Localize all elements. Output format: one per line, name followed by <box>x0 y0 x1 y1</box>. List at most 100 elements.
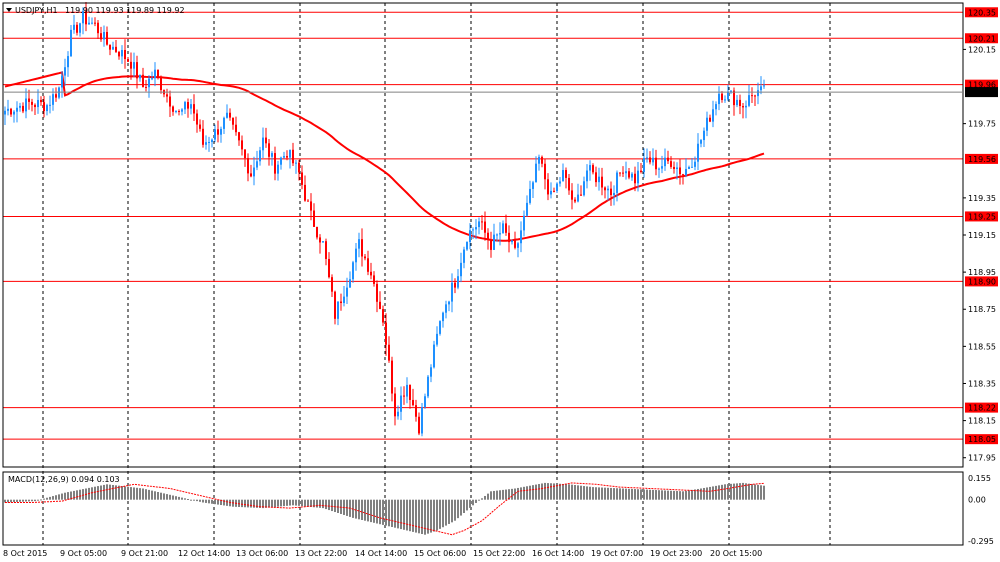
candle-body <box>274 153 276 174</box>
macd-bar <box>400 499 402 530</box>
candle-body <box>421 407 423 434</box>
macd-bar <box>331 499 333 512</box>
macd-bar <box>103 484 105 500</box>
macd-bar <box>259 499 261 508</box>
candle-body <box>349 279 351 288</box>
candle-body <box>319 237 321 243</box>
candle-body <box>352 262 354 280</box>
candle-body <box>358 239 360 249</box>
macd-bar <box>559 483 561 500</box>
candle-body <box>181 109 183 112</box>
candle-body <box>400 395 402 412</box>
macd-bar <box>358 499 360 520</box>
candle-body <box>712 109 714 122</box>
macd-bar <box>613 488 615 500</box>
macd-bar <box>466 499 468 511</box>
y-tick-label: 119.15 <box>968 231 996 240</box>
macd-bar <box>754 484 756 500</box>
macd-bar <box>217 499 219 505</box>
candle-body <box>577 194 579 202</box>
candle-body <box>727 91 729 100</box>
macd-tick-label: 0.155 <box>968 474 991 483</box>
candle-body <box>16 107 18 112</box>
macd-bar <box>757 484 759 500</box>
macd-bar <box>457 499 459 519</box>
candle-body <box>379 301 381 310</box>
macd-bar <box>562 483 564 500</box>
price-level-label: 120.35 <box>968 8 996 17</box>
macd-bar <box>139 488 141 500</box>
macd-bar <box>388 499 390 527</box>
candle-body <box>160 76 162 91</box>
candle-body <box>4 110 6 115</box>
macd-bar <box>25 499 27 502</box>
macd-bar <box>415 499 417 533</box>
candle-body <box>454 282 456 288</box>
candle-body <box>430 367 432 377</box>
candle-body <box>700 140 702 144</box>
macd-bar <box>607 487 609 500</box>
candle-body <box>409 384 411 400</box>
macd-bar <box>181 497 183 500</box>
candle-body <box>43 102 45 112</box>
candle-body <box>508 232 510 243</box>
price-level-tag <box>965 276 998 287</box>
candle-body <box>118 51 120 57</box>
candle-body <box>544 163 546 180</box>
candle-body <box>106 31 108 45</box>
candle-body <box>367 258 369 272</box>
macd-bar <box>520 487 522 500</box>
candle-body <box>499 233 501 235</box>
macd-bar <box>241 499 243 508</box>
candle-body <box>373 275 375 284</box>
price-level-tag <box>965 402 998 413</box>
x-tick-label: 8 Oct 2015 <box>3 549 47 558</box>
candle-body <box>307 200 309 202</box>
macd-bar <box>631 488 633 500</box>
candle-body <box>187 102 189 109</box>
macd-bar <box>37 499 39 501</box>
x-tick-label: 16 Oct 14:00 <box>532 549 584 558</box>
macd-bar <box>478 499 480 501</box>
macd-bar <box>34 499 36 502</box>
candle-body <box>190 104 192 109</box>
macd-bar <box>64 492 66 500</box>
macd-bar <box>697 488 699 500</box>
candle-body <box>514 240 516 248</box>
y-tick-label: 118.55 <box>968 342 996 351</box>
candle-body <box>460 262 462 277</box>
candle-body <box>208 141 210 143</box>
candle-body <box>745 105 747 108</box>
candle-body <box>715 104 717 110</box>
macd-bar <box>115 485 117 500</box>
price-level-label: 120.21 <box>968 34 996 43</box>
candle-body <box>238 132 240 141</box>
macd-bar <box>670 490 672 500</box>
candle-body <box>49 104 51 106</box>
x-tick-label: 15 Oct 06:00 <box>414 549 466 558</box>
candle-body <box>280 157 282 165</box>
macd-bar <box>31 499 33 502</box>
macd-bar <box>196 499 198 502</box>
macd-bar <box>325 499 327 510</box>
price-level-tag <box>965 7 998 18</box>
candle-body <box>340 301 342 304</box>
candle-body <box>73 24 75 30</box>
candle-body <box>628 171 630 178</box>
candle-body <box>697 143 699 162</box>
macd-bar <box>208 499 210 504</box>
candle-body <box>568 177 570 191</box>
price-level-label: 118.22 <box>968 404 996 413</box>
candle-body <box>724 99 726 101</box>
candle-body <box>328 258 330 278</box>
x-tick-label: 15 Oct 22:00 <box>473 549 525 558</box>
candle-body <box>235 124 237 133</box>
candle-body <box>562 170 564 182</box>
macd-bar <box>199 499 201 502</box>
candle-body <box>418 416 420 434</box>
main-panel-frame <box>2 2 964 468</box>
candle-body <box>592 165 594 173</box>
horizontal-levels[interactable]: 120.35120.21119.96119.56119.25118.90118.… <box>3 7 998 445</box>
macd-bar <box>109 484 111 500</box>
